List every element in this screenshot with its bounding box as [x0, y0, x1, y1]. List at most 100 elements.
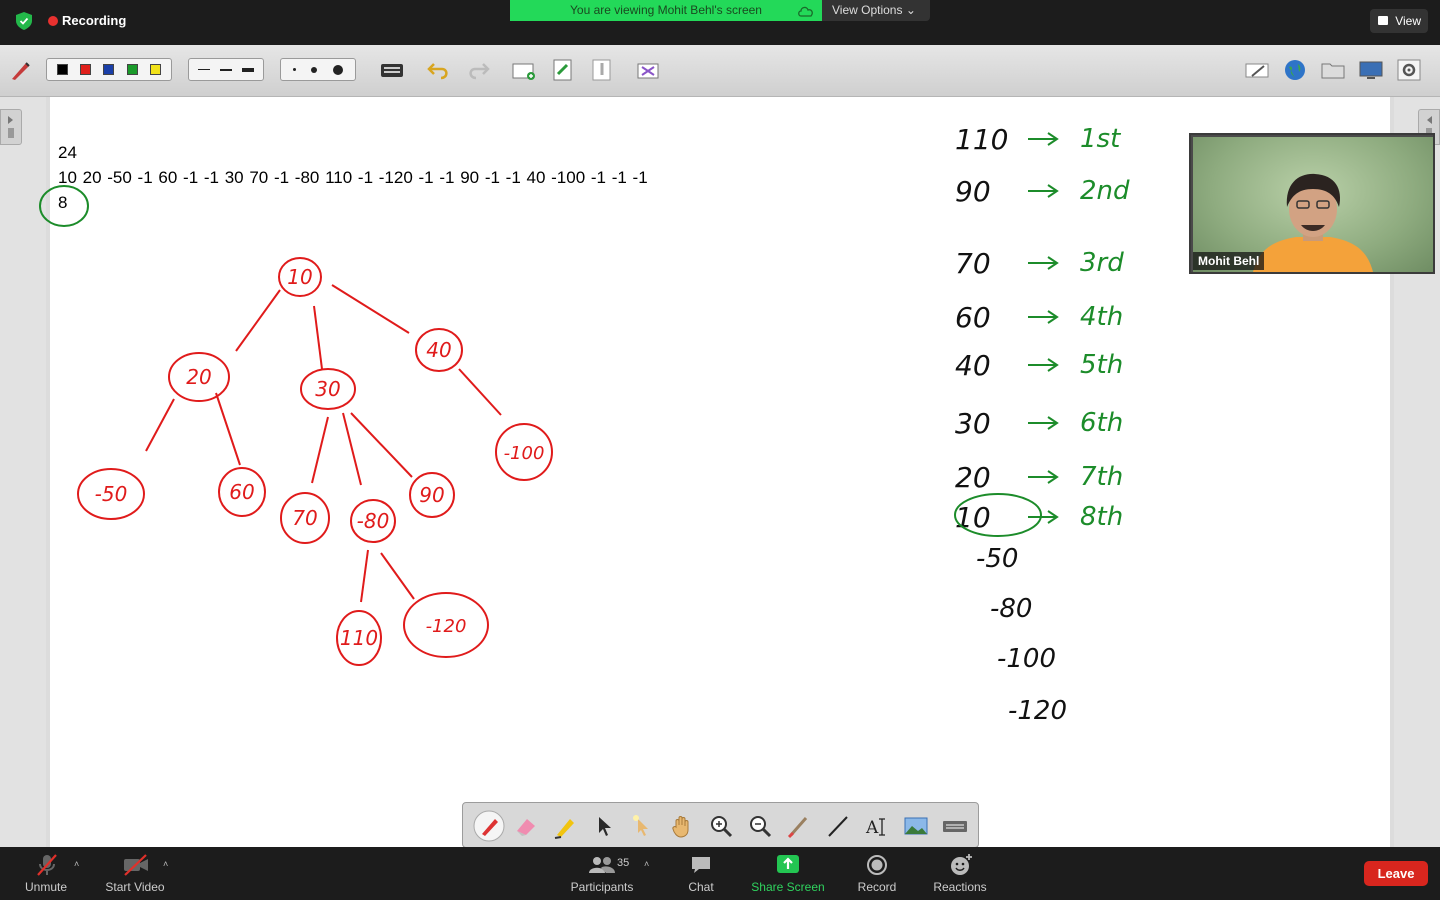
color-swatch-red[interactable] — [80, 64, 92, 75]
color-swatch-blue[interactable] — [103, 64, 115, 75]
record-button[interactable]: Record — [852, 847, 902, 900]
rank-row: 20 7th — [955, 461, 1123, 494]
view-options-dropdown[interactable]: View Options ⌄ — [822, 0, 930, 21]
line-width-thin[interactable] — [198, 69, 210, 70]
dot-size-large[interactable] — [333, 64, 344, 75]
unmute-button[interactable]: Unmute — [18, 847, 74, 900]
tree-node: 60 — [218, 467, 266, 517]
svg-text:70: 70 — [955, 247, 991, 280]
svg-text:-120: -120 — [426, 616, 467, 637]
line-width-medium[interactable] — [220, 68, 232, 71]
tree-node: -80 — [350, 499, 396, 543]
color-swatch-black[interactable] — [57, 64, 69, 75]
video-options-caret-icon[interactable]: ˄ — [163, 859, 169, 869]
security-shield-icon[interactable] — [16, 12, 32, 30]
arrow-icon — [1028, 358, 1059, 372]
svg-text:90: 90 — [419, 483, 444, 507]
text-icon[interactable]: A — [864, 813, 890, 839]
highlighter-icon[interactable] — [552, 813, 578, 839]
tree-node: 40 — [415, 328, 463, 372]
chat-button[interactable]: Chat — [676, 847, 726, 900]
speaker-video-tile[interactable]: Mohit Behl — [1189, 133, 1435, 274]
participants-button[interactable]: 35 Participants — [564, 847, 640, 900]
speaker-avatar-image — [1253, 173, 1373, 272]
rank-row: 10 8th — [955, 501, 1123, 534]
keyboard-icon[interactable] — [380, 59, 404, 81]
tree-edge — [313, 305, 323, 370]
line-icon[interactable] — [825, 813, 851, 839]
meeting-controls-bar: Unmute ˄ Start Video ˄ 35 Participants ˄… — [0, 847, 1440, 900]
zoom-out-icon[interactable] — [747, 813, 773, 839]
view-button[interactable]: View — [1370, 9, 1428, 33]
arrow-icon — [1028, 470, 1059, 484]
svg-text:8th: 8th — [1080, 502, 1123, 532]
svg-text:90: 90 — [955, 175, 991, 208]
arrow-icon — [1028, 256, 1059, 270]
muted-microphone-icon — [37, 854, 57, 876]
record-icon — [867, 855, 887, 875]
left-panel-toggle[interactable] — [0, 109, 22, 145]
whiteboard-page[interactable] — [46, 97, 1394, 847]
zoom-in-icon[interactable] — [708, 813, 734, 839]
remaining-value: -50 — [976, 544, 1018, 574]
tree-edge — [145, 398, 175, 452]
arrow-icon — [1028, 310, 1059, 324]
keyboard-input-icon[interactable] — [942, 813, 968, 839]
share-screen-label: Share Screen — [751, 880, 825, 894]
tree-node: 20 — [168, 352, 230, 402]
brush-icon[interactable] — [786, 813, 812, 839]
handwritten-annotations: 10 20 30 40 -50 60 70 -80 90 -100 110 -120 110 1st 90… — [39, 123, 1130, 726]
tree-edge — [235, 289, 281, 352]
audio-options-caret-icon[interactable]: ˄ — [74, 859, 80, 869]
eraser-icon[interactable] — [513, 813, 539, 839]
participants-options-caret-icon[interactable]: ˄ — [644, 859, 650, 869]
next-page-icon[interactable] — [551, 59, 575, 81]
start-video-button[interactable]: Start Video — [100, 847, 170, 900]
svg-text:5th: 5th — [1080, 350, 1123, 380]
line-width-thick[interactable] — [242, 67, 254, 72]
new-page-icon[interactable] — [512, 59, 536, 81]
k-highlight-circle — [39, 185, 89, 227]
reactions-button[interactable]: Reactions — [928, 847, 992, 900]
color-swatch-green[interactable] — [126, 64, 138, 75]
svg-text:110: 110 — [955, 123, 1008, 156]
globe-icon[interactable] — [1283, 59, 1307, 81]
svg-text:-50: -50 — [95, 482, 128, 506]
svg-text:-100: -100 — [504, 443, 545, 464]
clear-page-icon[interactable] — [636, 59, 660, 81]
reactions-smiley-icon — [951, 854, 972, 875]
color-palette — [46, 58, 172, 81]
redo-icon[interactable] — [466, 59, 490, 81]
settings-gear-icon[interactable] — [1397, 59, 1421, 81]
unmute-label: Unmute — [24, 880, 68, 894]
pen-icon[interactable] — [473, 810, 505, 842]
folder-icon[interactable] — [1321, 59, 1345, 81]
leave-meeting-button[interactable]: Leave — [1364, 861, 1428, 886]
hand-icon[interactable] — [669, 813, 695, 839]
spotlight-icon[interactable] — [630, 813, 656, 839]
edit-page-icon[interactable] — [1245, 59, 1269, 81]
share-screen-button[interactable]: Share Screen — [745, 847, 831, 900]
arrow-icon — [1028, 416, 1059, 430]
dot-size-small[interactable] — [292, 68, 296, 71]
dot-size-medium[interactable] — [311, 66, 318, 73]
pen-tool-icon[interactable] — [8, 59, 32, 81]
svg-text:40: 40 — [955, 349, 991, 382]
start-video-label: Start Video — [105, 880, 165, 894]
color-swatch-yellow[interactable] — [149, 64, 161, 75]
svg-text:7th: 7th — [1080, 462, 1123, 492]
svg-text:3rd: 3rd — [1080, 248, 1124, 278]
rank-row: 40 5th — [955, 349, 1123, 382]
previous-page-icon[interactable] — [590, 59, 614, 81]
participants-count: 35 — [617, 857, 630, 869]
rank-row: 30 6th — [955, 407, 1123, 440]
tree-input-text: 10 20 -50 -1 60 -1 -1 30 70 -1 -80 110 -… — [58, 168, 648, 187]
undo-icon[interactable] — [427, 59, 451, 81]
svg-text:60: 60 — [955, 301, 991, 334]
screen-icon[interactable] — [1359, 59, 1383, 81]
chat-label: Chat — [688, 880, 714, 894]
svg-text:-80: -80 — [357, 509, 390, 533]
image-icon[interactable] — [903, 813, 929, 839]
arrow-pointer-icon[interactable] — [591, 813, 617, 839]
participants-icon — [589, 857, 615, 873]
